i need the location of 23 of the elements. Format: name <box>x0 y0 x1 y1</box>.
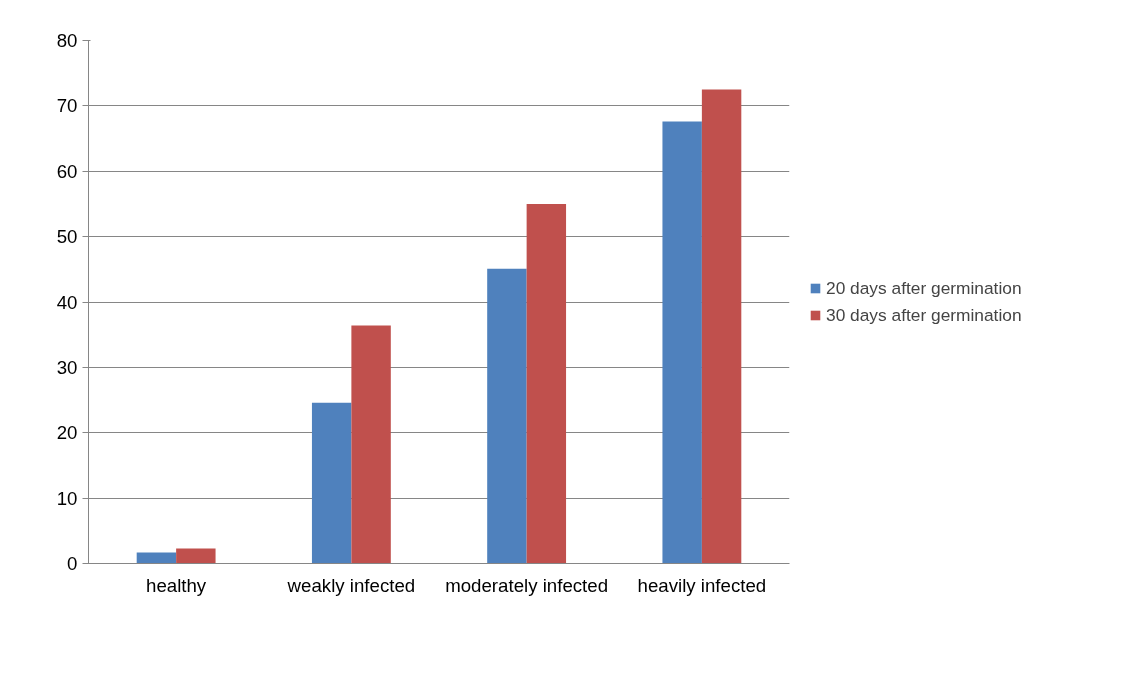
y-tick-label: 0 <box>67 553 78 574</box>
x-tick-label: heavily infected <box>637 574 767 596</box>
bar <box>526 203 567 564</box>
legend-label: 30 days after germination <box>826 304 1022 326</box>
x-tick-label: weakly infected <box>286 574 416 596</box>
bar <box>351 325 391 564</box>
y-tick-label: 10 <box>56 487 78 509</box>
y-tick-label: 60 <box>56 160 78 182</box>
y-tick-label: 80 <box>56 30 78 51</box>
y-tick-label: 40 <box>56 291 78 313</box>
bar <box>311 402 352 564</box>
y-tick-label: 20 <box>56 422 78 444</box>
legend-label: 20 days after germination <box>826 277 1022 299</box>
bar <box>176 548 216 564</box>
y-tick-label: 70 <box>56 95 78 117</box>
y-tick-label: 50 <box>56 226 78 248</box>
x-tick-label: healthy <box>146 574 207 596</box>
x-tick-label: moderately infected <box>445 574 609 596</box>
y-tick-label: 30 <box>56 356 78 378</box>
bar <box>487 268 527 564</box>
bar <box>136 552 177 564</box>
bar <box>701 89 742 564</box>
bar <box>662 121 702 564</box>
